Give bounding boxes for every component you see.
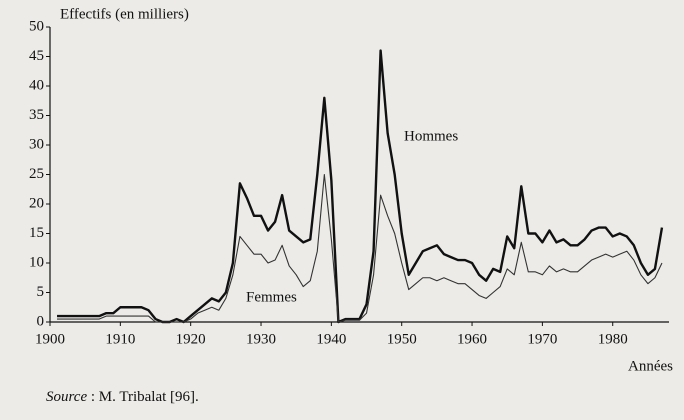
source: Source : M. Tribalat [96]. [46, 389, 199, 405]
source-label: Source [46, 389, 87, 405]
y-tick-label: 25 [29, 166, 44, 182]
y-tick-label: 20 [29, 195, 44, 211]
x-tick-label: 1950 [387, 331, 417, 347]
y-tick-label: 40 [29, 77, 44, 93]
series-line [57, 49, 664, 324]
x-tick-label: 1940 [316, 331, 346, 347]
y-tick-label: 0 [37, 313, 45, 329]
series-label: Femmes [246, 289, 297, 305]
y-axis-label: Effectifs (en milliers) [60, 6, 189, 22]
x-axis-label: Années [628, 358, 673, 374]
x-tick-label: 1920 [176, 331, 206, 347]
series-label: Hommes [404, 128, 458, 144]
y-tick-label: 50 [29, 18, 44, 34]
y-tick-label: 30 [29, 136, 44, 152]
y-tick-label: 35 [29, 107, 44, 123]
x-tick-label: 1970 [527, 331, 557, 347]
source-text: : M. Tribalat [96]. [87, 389, 199, 405]
series-line [57, 173, 663, 323]
y-tick-label: 45 [29, 48, 44, 64]
x-tick-label: 1980 [598, 331, 628, 347]
x-tick-label: 1900 [35, 331, 65, 347]
y-tick-label: 15 [29, 225, 44, 241]
x-tick-label: 1960 [457, 331, 487, 347]
y-tick-label: 10 [29, 254, 44, 270]
y-tick-label: 5 [37, 284, 45, 300]
x-tick-label: 1910 [105, 331, 135, 347]
x-tick-label: 1930 [246, 331, 276, 347]
